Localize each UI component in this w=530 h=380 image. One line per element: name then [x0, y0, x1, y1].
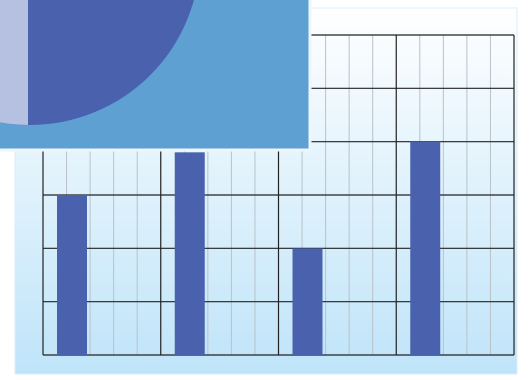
bar: [57, 195, 87, 355]
bar: [174, 152, 205, 355]
pie-panel: [0, 0, 312, 152]
pie-slice: [0, 0, 28, 125]
pie-slice: [0, 0, 194, 125]
bar: [292, 248, 323, 355]
bar: [410, 141, 441, 355]
bars: [57, 141, 441, 355]
